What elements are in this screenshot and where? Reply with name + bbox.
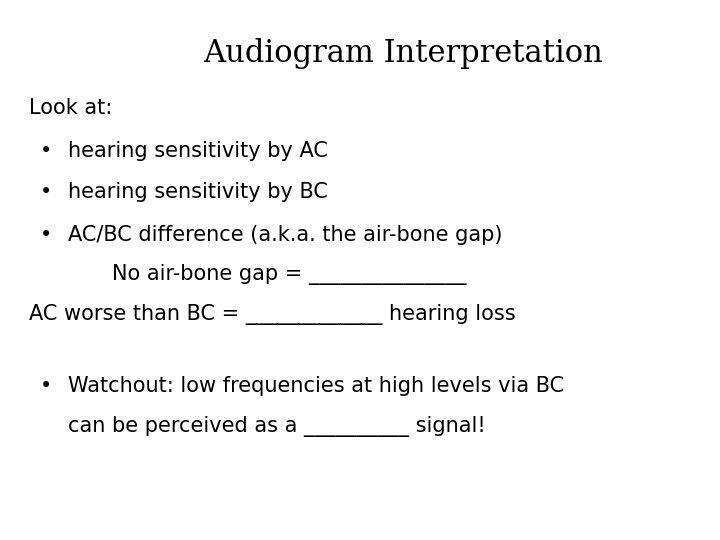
Text: Audiogram Interpretation: Audiogram Interpretation bbox=[203, 38, 603, 69]
Text: •: • bbox=[40, 225, 52, 245]
Text: •: • bbox=[40, 181, 52, 202]
Text: No air-bone gap = _______________: No air-bone gap = _______________ bbox=[112, 264, 466, 285]
Text: AC/BC difference (a.k.a. the air-bone gap): AC/BC difference (a.k.a. the air-bone ga… bbox=[68, 225, 503, 245]
Text: AC worse than BC = _____________ hearing loss: AC worse than BC = _____________ hearing… bbox=[29, 304, 516, 325]
Text: Watchout: low frequencies at high levels via BC: Watchout: low frequencies at high levels… bbox=[68, 376, 564, 396]
Text: •: • bbox=[40, 376, 52, 396]
Text: Look at:: Look at: bbox=[29, 98, 112, 118]
Text: •: • bbox=[40, 141, 52, 161]
Text: hearing sensitivity by AC: hearing sensitivity by AC bbox=[68, 141, 328, 161]
Text: can be perceived as a __________ signal!: can be perceived as a __________ signal! bbox=[68, 416, 486, 437]
Text: hearing sensitivity by BC: hearing sensitivity by BC bbox=[68, 181, 328, 202]
